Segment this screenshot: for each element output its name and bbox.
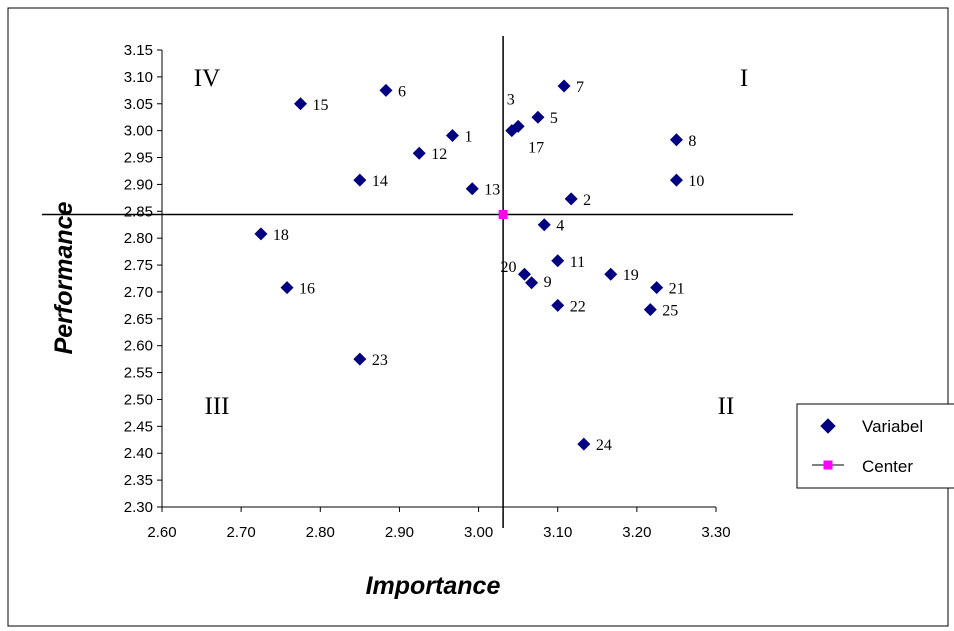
y-tick-label: 3.05 [124,96,153,113]
data-point-label: 5 [550,110,558,127]
data-point-label: 16 [299,281,315,298]
data-point-label: 12 [431,146,447,163]
legend-variabel-label: Variabel [862,417,923,436]
x-tick-label: 2.90 [385,524,414,541]
data-points [254,79,683,451]
quadrant-lines [42,36,793,528]
data-point-label: 15 [313,97,329,114]
y-tick-label: 2.55 [124,365,153,382]
data-point [517,267,531,281]
y-tick-label: 2.70 [124,284,153,301]
data-point [557,79,571,93]
data-point-label: 24 [596,437,612,454]
data-point [465,182,479,196]
data-point [643,303,657,317]
data-point-label: 23 [372,352,388,369]
data-point [254,227,268,241]
data-point-label: 21 [669,281,685,298]
data-point-label: 7 [576,79,584,96]
data-point-label: 6 [398,83,406,100]
data-point [353,352,367,366]
data-point [604,267,618,281]
chart-area-border [7,7,949,627]
data-point [445,128,459,142]
legend-variabel-marker [820,418,836,434]
data-point-label: 20 [500,259,516,276]
data-point-label: 22 [570,298,586,315]
x-tick-label: 3.00 [464,524,493,541]
y-tick-label: 2.30 [124,499,153,516]
legend: Variabel Center [796,403,954,489]
data-point [294,97,307,111]
y-tick-label: 2.45 [124,418,153,435]
data-point-label: 14 [372,173,388,190]
data-point-label: 1 [464,128,472,145]
legend-box [796,403,954,489]
y-tick-label: 2.65 [124,311,153,328]
x-tick-label: 2.60 [147,524,176,541]
y-tick-label: 2.90 [124,176,153,193]
quadrant-label-I: I [740,65,748,92]
legend-center-label: Center [862,457,913,476]
y-axis-title: Performance [50,201,78,354]
data-point-label: 2 [583,192,591,209]
y-tick-label: 3.10 [124,69,153,86]
data-point-label: 19 [623,267,639,284]
x-tick-label: 3.10 [543,524,572,541]
data-point [551,298,565,312]
plot-area [161,50,716,508]
data-point [577,437,591,451]
center-point [498,210,508,220]
y-tick-label: 2.40 [124,445,153,462]
x-tick-label: 3.20 [622,524,651,541]
y-tick-label: 3.15 [124,42,153,59]
quadrant-label-III: III [205,393,230,420]
x-axis-title: Importance [366,572,501,600]
y-tick-label: 2.95 [124,150,153,167]
data-point-label: 3 [507,92,515,109]
y-axis: 2.30 2.35 2.40 2.45 2.50 2.55 2.60 2.65 2.70 2.75… [124,42,162,516]
data-point [551,254,565,268]
y-tick-label: 2.80 [124,230,153,247]
y-tick-label: 2.85 [124,203,153,220]
y-tick-label: 3.00 [124,123,153,140]
y-tick-label: 2.35 [124,472,153,489]
data-point [353,173,367,187]
data-point-label: 8 [688,133,696,150]
x-tick-label: 3.30 [701,524,730,541]
data-point-label: 25 [662,303,678,320]
data-point [650,281,664,295]
data-point-label: 10 [688,173,704,190]
quadrant-label-II: II [718,393,735,420]
data-point-label: 18 [273,227,289,244]
data-point-label: 11 [570,254,585,271]
legend-center-marker [823,460,833,470]
x-tick-label: 2.80 [306,524,335,541]
data-point [564,192,578,206]
data-point [379,83,393,97]
data-point [537,218,551,232]
data-point [525,276,539,290]
x-axis: 2.60 2.70 2.80 2.90 3.00 3.10 3.20 3.30 [147,507,731,541]
data-point [511,119,525,133]
y-tick-label: 2.60 [124,338,153,355]
data-point [412,146,426,160]
data-point [280,281,294,295]
data-point [531,110,545,124]
quadrant-label-IV: IV [194,65,220,92]
data-point-label: 4 [556,218,564,235]
x-tick-label: 2.70 [227,524,256,541]
data-point-label: 13 [484,182,500,199]
data-point-label: 9 [544,274,552,291]
data-point [669,173,683,187]
y-tick-label: 2.50 [124,391,153,408]
y-tick-label: 2.75 [124,257,153,274]
data-point-label: 17 [528,139,544,156]
data-point [669,133,683,147]
